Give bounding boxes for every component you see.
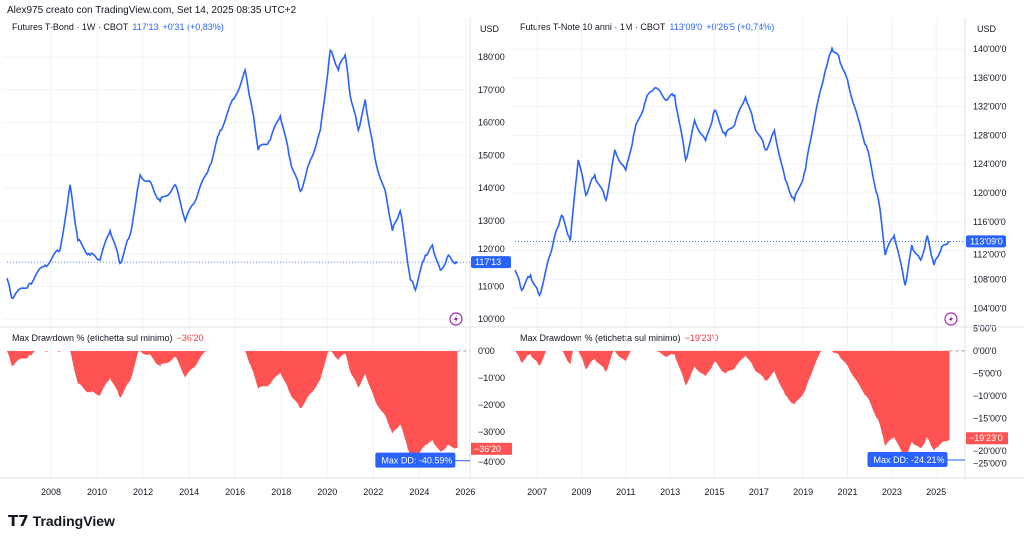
x-tick-label: 2017 xyxy=(749,487,769,497)
price-change: +0'26'5 (+0,74%) xyxy=(706,22,775,32)
y-tick-label: 120'00'0 xyxy=(973,188,1006,198)
x-tick-label: 2021 xyxy=(837,487,857,497)
dd-tick-label: −30'00 xyxy=(478,427,505,437)
legend-drawdown: Max Drawdown % (etichetta sul minimo) −19… xyxy=(520,333,719,343)
y-tick-label: 150'00 xyxy=(478,150,505,160)
x-tick-label: 2020 xyxy=(317,487,337,497)
x-tick-label: 2026 xyxy=(455,487,475,497)
symbol-name: Futures T-Note 10 anni · 1M · CBOT xyxy=(520,22,666,32)
dd-tick-label: −5'00'0 xyxy=(973,368,1002,378)
dd-current-badge-text: −19'23'0 xyxy=(969,433,1003,443)
x-tick-label: 2012 xyxy=(133,487,153,497)
y-tick-label: 170'00 xyxy=(478,85,505,95)
lightning-icon[interactable] xyxy=(449,312,463,326)
price-change: +0'31 (+0,83%) xyxy=(162,22,224,32)
y-tick-label: 140'00'0 xyxy=(973,44,1006,54)
dd-current-badge-text: −36'20 xyxy=(474,444,501,454)
x-tick-label: 2015 xyxy=(704,487,724,497)
last-price-badge xyxy=(471,256,511,269)
chart-panel-tnote[interactable]: Futures T-Note 10 anni · 1M · CBOT 113'09… xyxy=(512,18,1024,503)
x-tick-label: 2009 xyxy=(571,487,591,497)
y-tick-label: 128'00'0 xyxy=(973,130,1006,140)
max-dd-label xyxy=(375,452,456,468)
y-tick-label: 132'00'0 xyxy=(973,102,1006,112)
x-tick-label: 2016 xyxy=(225,487,245,497)
dd-tick-label: −25'00'0 xyxy=(973,459,1007,469)
lightning-icon[interactable] xyxy=(944,312,958,326)
legend-drawdown: Max Drawdown % (etichetta sul minimo) −36… xyxy=(12,333,204,343)
tradingview-logo[interactable]: 𝗧𝟳 TradingView xyxy=(8,513,115,530)
x-tick-label: 2023 xyxy=(882,487,902,497)
last-price: 113'09'0 xyxy=(669,22,703,32)
chart-svg[interactable]: 2007 2009 2011 2013 2015 2017 2019 2021 2023 2025… xyxy=(512,18,1024,503)
last-price: 117'13 xyxy=(132,22,159,32)
dd-tick-label: −20'00 xyxy=(478,400,505,410)
dd-tick-label: −10'00 xyxy=(478,373,505,383)
x-tick-label: 2022 xyxy=(363,487,383,497)
last-price-badge-text: 113'09'0 xyxy=(970,236,1003,246)
legend-price: Futures T-Bond · 1W · CBOT 117'13 +0'31 (+… xyxy=(12,22,224,32)
x-tick-label: 2024 xyxy=(409,487,429,497)
y-tick-label: 130'00 xyxy=(478,216,505,226)
y-tick-label: 104'00'0 xyxy=(973,303,1006,313)
y-tick-label: 100'00 xyxy=(478,314,505,324)
symbol-name: Futures T-Bond · 1W · CBOT xyxy=(12,22,129,32)
max-dd-label-text: Max DD: -24.21% xyxy=(873,455,944,465)
x-tick-label: 2007 xyxy=(527,487,547,497)
y-tick-label: 108'00'0 xyxy=(973,274,1006,284)
y-tick-label: 110'00 xyxy=(478,281,504,291)
x-tick-label: 2008 xyxy=(41,487,61,497)
y-tick-label: 136'00'0 xyxy=(973,73,1006,83)
y-tick-label: 124'00'0 xyxy=(973,159,1006,169)
y-tick-label: 116'00'0 xyxy=(973,217,1006,227)
price-line xyxy=(514,45,951,298)
chart-panel-tbond[interactable]: Futures T-Bond · 1W · CBOT 117'13 +0'31 (+… xyxy=(0,18,512,503)
dd-tick-label: −10'00'0 xyxy=(973,391,1007,401)
y-tick-label: 140'00 xyxy=(478,183,505,193)
tv-logo-icon: 𝗧𝟳 xyxy=(8,513,29,530)
x-tick-label: 2025 xyxy=(926,487,946,497)
dd-tick-label: 0'00 xyxy=(478,346,495,356)
last-price-badge xyxy=(966,235,1006,248)
currency-label: USD xyxy=(480,24,500,34)
max-dd-label-text: Max DD: -40.59% xyxy=(381,456,452,466)
price-line xyxy=(6,48,458,300)
dd-tick-label: −15'00'0 xyxy=(973,414,1007,424)
dd-current-badge xyxy=(966,432,1008,445)
chart-svg[interactable]: 2008 2010 2012 2014 2016 2018 2020 2022 2024 2026… xyxy=(0,18,512,503)
x-tick-label: 2010 xyxy=(87,487,107,497)
x-tick-label: 2018 xyxy=(271,487,291,497)
y-tick-label: 120'00 xyxy=(478,244,505,254)
currency-label: USD xyxy=(977,24,997,34)
x-tick-label: 2013 xyxy=(660,487,680,497)
dd-tick-label: 0'00'0 xyxy=(973,346,996,356)
y-tick-label: 160'00 xyxy=(478,118,505,128)
max-dd-label xyxy=(867,452,948,468)
last-price-badge-text: 117'13 xyxy=(475,257,501,267)
legend-price: Futures T-Note 10 anni · 1M · CBOT 113'09… xyxy=(520,22,774,32)
x-tick-label: 2011 xyxy=(616,487,635,497)
dd-tick-label: −20'00'0 xyxy=(973,446,1007,456)
chart-attribution: Alex975 creato con TradingView.com, Set … xyxy=(7,5,297,16)
x-tick-label: 2014 xyxy=(179,487,199,497)
dd-tick-label: −40'00 xyxy=(478,457,505,467)
drawdown-area xyxy=(7,351,458,461)
drawdown-area xyxy=(515,350,950,460)
dd-tick-label: 5'00'0 xyxy=(973,323,996,333)
x-tick-label: 2019 xyxy=(793,487,813,497)
y-tick-label: 112'00'0 xyxy=(973,249,1006,259)
y-tick-label: 180'00 xyxy=(478,52,505,62)
dd-current-badge xyxy=(471,442,512,455)
